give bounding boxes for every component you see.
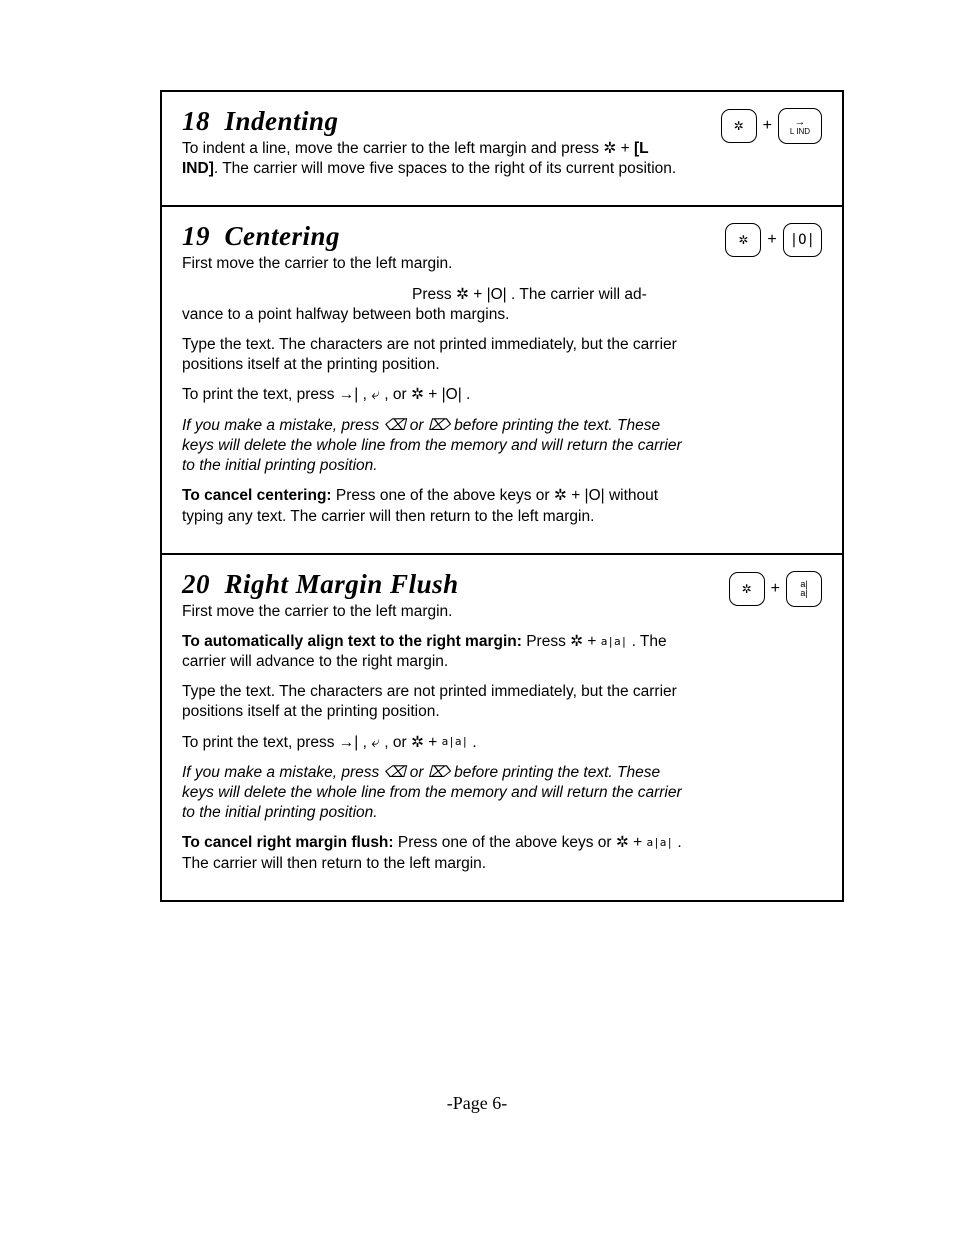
- body-paragraph: Type the text. The characters are not pr…: [182, 335, 682, 375]
- keycap-lind: → L IND: [778, 108, 822, 144]
- flush-key-icon: a|a|: [647, 836, 674, 850]
- body-paragraph: vance to a point halfway between both ma…: [182, 305, 682, 325]
- body-paragraph: To indent a line, move the carrier to th…: [182, 139, 682, 179]
- section-20-right-margin-flush: 20 Right Margin Flush First move the car…: [160, 553, 844, 902]
- body-paragraph: First move the carrier to the left margi…: [182, 602, 682, 622]
- delete-word-key-icon: ⌦: [428, 763, 450, 783]
- body-paragraph: To print the text, press →| , ⤶ , or ✲ +…: [182, 385, 682, 405]
- page-number: -Page 6-: [0, 1093, 954, 1114]
- code-key-icon: ✲: [411, 733, 424, 753]
- tab-key-icon: →|: [339, 733, 359, 753]
- delete-word-key-icon: ⌦: [428, 416, 450, 436]
- section-19-centering: 19 Centering First move the carrier to t…: [160, 205, 844, 552]
- code-key-icon: ✲: [570, 632, 583, 652]
- return-key-icon: ⤶: [371, 385, 380, 405]
- tab-key-icon: →|: [339, 385, 359, 405]
- section-heading: 18 Indenting: [182, 106, 709, 137]
- plus-icon: +: [767, 231, 776, 249]
- body-paragraph: Type the text. The characters are not pr…: [182, 682, 682, 722]
- key-combo-flush: ✲ + a|a|: [729, 571, 822, 607]
- body-paragraph-italic: If you make a mistake, press ⌫ or ⌦ befo…: [182, 763, 682, 824]
- plus-icon: +: [771, 580, 780, 598]
- code-key-icon: ✲: [603, 139, 616, 159]
- body-paragraph: Press ✲ + |O| . The carrier will ad-: [412, 285, 692, 305]
- section-heading: 19 Centering: [182, 221, 713, 252]
- code-key-icon: ✲: [554, 486, 567, 506]
- section-heading: 20 Right Margin Flush: [182, 569, 717, 600]
- body-paragraph: First move the carrier to the left margi…: [182, 254, 682, 274]
- body-paragraph: To print the text, press →| , ⤶ , or ✲ +…: [182, 733, 682, 753]
- key-combo-indent: ✲ + → L IND: [721, 108, 822, 144]
- manual-page: 18 Indenting To indent a line, move the …: [0, 0, 954, 942]
- body-paragraph: To cancel centering: Press one of the ab…: [182, 486, 682, 526]
- flush-key-icon: a|a|: [442, 735, 469, 749]
- keycap-center: |O|: [783, 223, 822, 257]
- code-key-icon: ✲: [456, 285, 469, 305]
- body-paragraph: To cancel right margin flush: Press one …: [182, 833, 682, 873]
- keycap-code: ✲: [721, 109, 757, 143]
- key-combo-center: ✲ + |O|: [725, 223, 822, 257]
- return-key-icon: ⤶: [371, 733, 380, 753]
- keycap-code: ✲: [725, 223, 761, 257]
- delete-key-icon: ⌫: [384, 763, 406, 783]
- code-key-icon: ✲: [616, 833, 629, 853]
- code-key-icon: ✲: [411, 385, 424, 405]
- body-paragraph-italic: If you make a mistake, press ⌫ or ⌦ befo…: [182, 416, 682, 477]
- body-paragraph: To automatically align text to the right…: [182, 632, 682, 672]
- keycap-flush: a|a|: [786, 571, 822, 607]
- keycap-code: ✲: [729, 572, 765, 606]
- delete-key-icon: ⌫: [384, 416, 406, 436]
- section-18-indenting: 18 Indenting To indent a line, move the …: [160, 90, 844, 205]
- plus-icon: +: [763, 117, 772, 135]
- flush-key-icon: a|a|: [601, 635, 628, 649]
